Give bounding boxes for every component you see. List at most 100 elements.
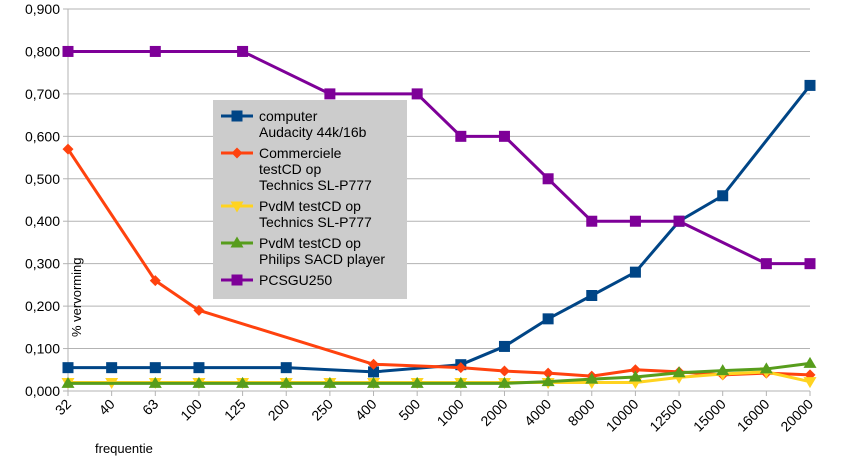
x-tick-label: 250 xyxy=(308,396,336,424)
legend-marker xyxy=(231,110,243,122)
data-point xyxy=(368,366,380,378)
y-tick-label: 0,200 xyxy=(25,298,60,314)
x-tick-label: 32 xyxy=(52,396,74,418)
data-point xyxy=(629,364,641,376)
data-point xyxy=(542,173,554,185)
data-point xyxy=(803,356,817,368)
data-point xyxy=(410,376,424,388)
x-axis-title: frequentie xyxy=(95,441,153,456)
data-point xyxy=(498,130,510,142)
series-line xyxy=(66,148,811,378)
y-axis-title: % vervorming xyxy=(69,258,84,337)
x-tick-label: 12500 xyxy=(646,396,685,435)
data-point xyxy=(192,376,206,388)
legend-item: Commerciele testCD op Technics SL-P777 xyxy=(221,145,372,193)
legend-label: Commerciele testCD op Technics SL-P777 xyxy=(259,145,372,193)
y-tick-label: 0,000 xyxy=(25,383,60,399)
data-point xyxy=(61,376,75,388)
y-tick-label: 0,300 xyxy=(25,256,60,272)
legend-marker xyxy=(230,236,244,248)
gridlines xyxy=(68,8,810,392)
legend-marker xyxy=(231,147,243,159)
x-tick-label: 40 xyxy=(95,396,117,418)
x-tick-label: 10000 xyxy=(603,396,642,435)
legend-item: PCSGU250 xyxy=(221,272,332,288)
y-tick-label: 0,400 xyxy=(25,213,60,229)
legend-label: PvdM testCD op Philips SACD player xyxy=(259,235,385,267)
series-4 xyxy=(61,356,817,388)
data-point xyxy=(367,376,381,388)
data-point xyxy=(629,266,641,278)
series-2 xyxy=(62,143,816,382)
data-point xyxy=(324,88,336,100)
data-point xyxy=(149,275,161,287)
x-tick-label: 125 xyxy=(221,396,249,424)
data-point xyxy=(323,376,337,388)
x-tick-label: 1000 xyxy=(434,396,467,429)
data-point xyxy=(498,365,510,377)
legend-marker xyxy=(230,201,244,213)
data-point xyxy=(716,364,730,376)
data-point xyxy=(149,45,161,57)
data-point xyxy=(106,362,118,374)
x-tick-label: 500 xyxy=(395,396,423,424)
data-point xyxy=(455,130,467,142)
legend-box xyxy=(213,100,407,299)
data-point xyxy=(672,366,686,378)
y-tick-label: 0,500 xyxy=(25,171,60,187)
x-tick-label: 8000 xyxy=(565,396,598,429)
x-tick-label: 100 xyxy=(177,396,205,424)
legend-item: PvdM testCD op Technics SL-P777 xyxy=(221,198,372,230)
x-tick-label: 2000 xyxy=(477,396,510,429)
data-point xyxy=(585,372,599,384)
data-point xyxy=(804,258,816,270)
data-point xyxy=(759,362,773,374)
data-point xyxy=(280,362,292,374)
data-point xyxy=(804,79,816,91)
y-tick-label: 0,600 xyxy=(25,128,60,144)
data-point xyxy=(586,290,598,301)
x-tick-label: 15000 xyxy=(690,396,729,435)
y-tick-label: 0,700 xyxy=(25,86,60,102)
x-tick-label: 400 xyxy=(352,396,380,424)
data-point xyxy=(149,362,161,374)
data-point xyxy=(628,370,642,382)
y-tick-label: 0,900 xyxy=(25,1,60,17)
series-5 xyxy=(62,45,816,270)
data-point xyxy=(148,376,162,388)
series xyxy=(61,45,817,390)
data-point xyxy=(279,376,293,388)
data-point xyxy=(454,376,468,388)
legend-marker xyxy=(231,274,243,286)
data-point xyxy=(803,377,817,389)
data-point xyxy=(629,215,641,227)
data-point xyxy=(760,258,772,270)
data-point xyxy=(542,313,554,325)
legend-item: PvdM testCD op Philips SACD player xyxy=(221,235,385,267)
data-point xyxy=(497,376,511,388)
data-point xyxy=(498,340,510,352)
data-point xyxy=(237,45,249,57)
data-point xyxy=(541,375,555,387)
x-tick-label: 4000 xyxy=(521,396,554,429)
data-point xyxy=(586,215,598,227)
y-tick-label: 0,100 xyxy=(25,341,60,357)
series-line xyxy=(68,84,812,374)
legend-item: computer Audacity 44k/16b xyxy=(221,108,367,140)
legend-label: PvdM testCD op Technics SL-P777 xyxy=(259,198,372,230)
data-point xyxy=(673,215,685,227)
y-tick-label: 0,800 xyxy=(25,43,60,59)
data-point xyxy=(411,88,423,100)
x-tick-label: 16000 xyxy=(734,396,773,435)
data-point xyxy=(62,45,74,57)
legend-label: PCSGU250 xyxy=(259,272,332,288)
x-tick-label: 200 xyxy=(265,396,293,424)
series-1 xyxy=(62,79,816,378)
data-point xyxy=(455,362,467,374)
data-point xyxy=(236,376,250,388)
legend: computer Audacity 44k/16b Commerciele testC… xyxy=(213,100,407,299)
x-tick-label: 20000 xyxy=(777,396,816,435)
data-point xyxy=(62,362,74,374)
x-tick-label: 63 xyxy=(139,396,161,418)
